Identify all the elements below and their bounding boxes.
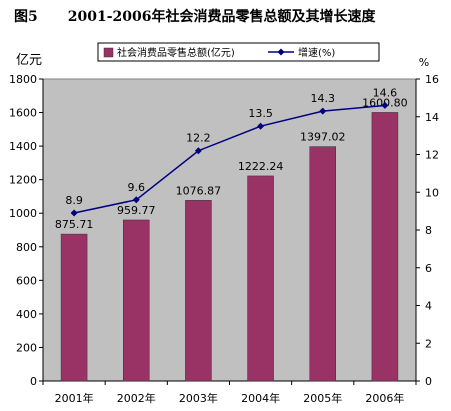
right-tick-label: 0: [425, 375, 432, 388]
bar: [60, 233, 88, 382]
growth-data-label: 14.6: [373, 86, 398, 99]
legend-bar-label: 社会消费品零售总额(亿元): [117, 46, 235, 59]
bar: [371, 112, 399, 382]
left-tick-label: 1000: [9, 207, 37, 220]
left-tick-label: 1400: [9, 140, 37, 153]
bar-data-label: 875.71: [55, 218, 94, 231]
growth-data-label: 13.5: [248, 107, 273, 120]
growth-data-label: 14.3: [311, 92, 336, 105]
x-tick-label: 2002年: [117, 391, 156, 405]
plot-area: [42, 78, 417, 382]
right-tick-label: 14: [425, 111, 439, 124]
left-tick-label: 400: [16, 308, 37, 321]
left-tick-label: 0: [30, 375, 37, 388]
growth-point: [381, 101, 389, 109]
right-tick-label: 12: [425, 149, 439, 162]
bar-data-label: 959.77: [117, 204, 156, 217]
growth-data-label: 12.2: [186, 132, 211, 145]
bar: [185, 200, 212, 382]
right-tick-label: 2: [425, 337, 432, 350]
left-tick-label: 200: [16, 341, 37, 354]
growth-point: [70, 209, 78, 217]
left-tick-label: 800: [16, 241, 37, 254]
right-axis-unit: %: [419, 56, 429, 69]
left-tick-label: 1200: [9, 174, 37, 187]
left-axis-unit: 亿元: [16, 53, 42, 68]
figure-title: 图5 2001-2006年社会消费品零售总额及其增长速度: [14, 6, 376, 26]
legend-line-label: 增速(%): [298, 46, 335, 59]
growth-point: [132, 196, 140, 204]
bar-data-label: 1222.24: [238, 160, 284, 173]
bar-data-label: 1397.02: [300, 131, 346, 144]
right-tick-label: 8: [425, 224, 432, 237]
x-tick-label: 2004年: [241, 391, 280, 405]
growth-point: [319, 107, 327, 115]
bar: [123, 219, 150, 382]
figure-number: 图5: [14, 9, 38, 25]
growth-line: [73, 104, 385, 214]
x-tick-label: 2006年: [365, 391, 404, 405]
bar: [247, 175, 274, 382]
legend-bar-swatch: [103, 47, 114, 58]
bar: [309, 146, 336, 382]
x-tick-label: 2005年: [303, 391, 342, 405]
right-tick-label: 4: [425, 300, 432, 313]
x-tick-label: 2001年: [55, 391, 94, 405]
left-tick-label: 1600: [9, 107, 37, 120]
right-tick-label: 16: [425, 73, 439, 86]
legend-line-marker: [277, 48, 285, 56]
growth-data-label: 9.6: [128, 181, 146, 194]
growth-data-label: 8.9: [65, 194, 83, 207]
right-tick-label: 6: [425, 262, 432, 275]
x-tick-label: 2003年: [179, 391, 218, 405]
bar-data-label: 1076.87: [176, 184, 222, 197]
right-tick-label: 10: [425, 186, 439, 199]
left-tick-label: 1800: [9, 73, 37, 86]
figure-title-text: 2001-2006年社会消费品零售总额及其增长速度: [67, 9, 376, 25]
growth-point: [257, 122, 265, 130]
left-tick-label: 600: [16, 274, 37, 287]
legend-box: [97, 42, 380, 62]
growth-point: [194, 147, 202, 155]
